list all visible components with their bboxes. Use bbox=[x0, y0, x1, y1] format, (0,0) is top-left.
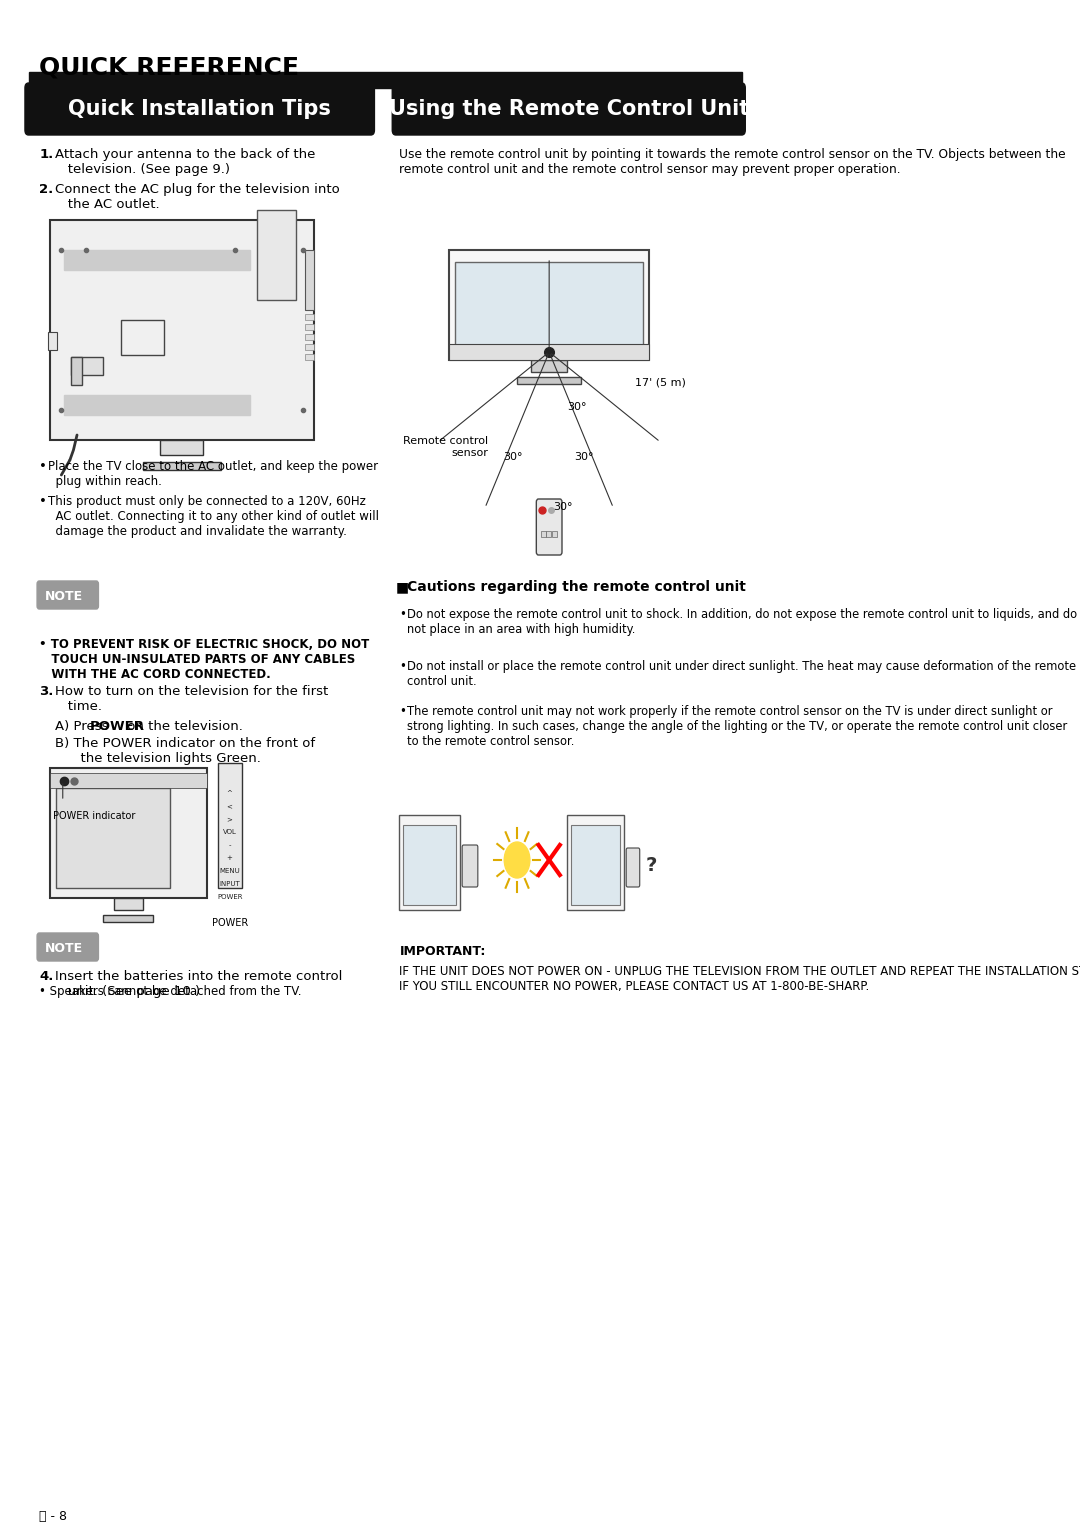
Bar bbox=[50, 221, 314, 440]
Text: >: > bbox=[227, 817, 232, 823]
Text: This product must only be connected to a 120V, 60Hz
  AC outlet. Connecting it t: This product must only be connected to a… bbox=[48, 495, 379, 538]
Text: +: + bbox=[227, 855, 232, 861]
FancyBboxPatch shape bbox=[626, 849, 639, 887]
Text: IMPORTANT:: IMPORTANT: bbox=[400, 945, 486, 958]
Bar bbox=[50, 774, 207, 787]
Text: Remote control
sensor: Remote control sensor bbox=[403, 437, 488, 458]
Text: 30°: 30° bbox=[503, 452, 523, 463]
Text: • Speakers cannot be detached from the TV.: • Speakers cannot be detached from the T… bbox=[39, 985, 301, 997]
Bar bbox=[56, 787, 170, 889]
Text: POWER: POWER bbox=[212, 918, 247, 928]
Text: QUICK REFERENCE: QUICK REFERENCE bbox=[39, 55, 299, 80]
Bar bbox=[546, 532, 551, 538]
Bar bbox=[306, 250, 314, 309]
FancyBboxPatch shape bbox=[37, 581, 98, 610]
Bar bbox=[517, 377, 581, 385]
Bar bbox=[306, 345, 314, 349]
Text: 3.: 3. bbox=[39, 685, 54, 699]
FancyBboxPatch shape bbox=[37, 933, 98, 961]
Bar bbox=[570, 826, 621, 905]
Bar bbox=[403, 826, 457, 905]
Circle shape bbox=[504, 843, 530, 878]
Text: NOTE: NOTE bbox=[45, 942, 83, 954]
Text: POWER: POWER bbox=[90, 720, 145, 732]
Text: Attach your antenna to the back of the
   television. (See page 9.): Attach your antenna to the back of the t… bbox=[55, 149, 315, 176]
FancyBboxPatch shape bbox=[537, 499, 562, 555]
Text: Use the remote control unit by pointing it towards the remote control sensor on : Use the remote control unit by pointing … bbox=[400, 149, 1066, 176]
Bar bbox=[121, 320, 164, 355]
Text: on the television.: on the television. bbox=[123, 720, 243, 732]
Text: •: • bbox=[400, 608, 406, 620]
Bar bbox=[143, 463, 221, 470]
Text: 17' (5 m): 17' (5 m) bbox=[635, 377, 686, 388]
Text: 30°: 30° bbox=[553, 502, 572, 512]
Text: •: • bbox=[39, 495, 48, 509]
Bar bbox=[64, 395, 249, 415]
Text: VOL: VOL bbox=[222, 829, 237, 835]
Text: Connect the AC plug for the television into
   the AC outlet.: Connect the AC plug for the television i… bbox=[55, 182, 340, 211]
Text: IF THE UNIT DOES NOT POWER ON - UNPLUG THE TELEVISION FROM THE OUTLET AND REPEAT: IF THE UNIT DOES NOT POWER ON - UNPLUG T… bbox=[400, 965, 1080, 993]
Text: Place the TV close to the AC outlet, and keep the power
  plug within reach.: Place the TV close to the AC outlet, and… bbox=[48, 460, 378, 489]
Text: POWER indicator: POWER indicator bbox=[54, 810, 136, 821]
Bar bbox=[257, 210, 296, 300]
Bar bbox=[114, 898, 143, 910]
Text: POWER: POWER bbox=[217, 895, 242, 899]
Bar bbox=[71, 357, 104, 375]
Text: B) The POWER indicator on the front of
      the television lights Green.: B) The POWER indicator on the front of t… bbox=[55, 737, 315, 764]
Text: • TO PREVENT RISK OF ELECTRIC SHOCK, DO NOT
   TOUCH UN-INSULATED PARTS OF ANY C: • TO PREVENT RISK OF ELECTRIC SHOCK, DO … bbox=[39, 637, 369, 682]
FancyBboxPatch shape bbox=[462, 846, 477, 887]
FancyBboxPatch shape bbox=[392, 83, 745, 135]
Bar bbox=[449, 250, 649, 360]
Text: •: • bbox=[39, 460, 48, 473]
Text: Cautions regarding the remote control unit: Cautions regarding the remote control un… bbox=[406, 581, 745, 594]
Bar bbox=[49, 332, 57, 349]
Text: <: < bbox=[227, 803, 232, 809]
Bar bbox=[306, 334, 314, 340]
Bar bbox=[306, 354, 314, 360]
Text: Using the Remote Control Unit: Using the Remote Control Unit bbox=[389, 100, 748, 119]
Text: 4.: 4. bbox=[39, 970, 54, 984]
Bar bbox=[306, 314, 314, 320]
Bar bbox=[161, 440, 203, 455]
Bar bbox=[104, 915, 153, 922]
Bar bbox=[400, 815, 460, 910]
Text: The remote control unit may not work properly if the remote control sensor on th: The remote control unit may not work pro… bbox=[406, 705, 1067, 748]
Text: ⓔ - 8: ⓔ - 8 bbox=[39, 1511, 67, 1523]
Text: ^: ^ bbox=[227, 791, 232, 797]
Text: 30°: 30° bbox=[567, 401, 586, 412]
Bar bbox=[50, 768, 207, 898]
Bar bbox=[217, 763, 243, 889]
Bar bbox=[64, 250, 249, 270]
Text: 1.: 1. bbox=[39, 149, 54, 161]
Text: MENU: MENU bbox=[219, 869, 240, 873]
Text: How to turn on the television for the first
   time.: How to turn on the television for the fi… bbox=[55, 685, 328, 712]
Bar bbox=[541, 532, 545, 538]
Bar bbox=[455, 262, 644, 352]
Text: •: • bbox=[400, 705, 406, 719]
Text: Do not expose the remote control unit to shock. In addition, do not expose the r: Do not expose the remote control unit to… bbox=[406, 608, 1077, 636]
Text: A) Press: A) Press bbox=[55, 720, 112, 732]
Text: Do not install or place the remote control unit under direct sunlight. The heat : Do not install or place the remote contr… bbox=[406, 660, 1076, 688]
Text: NOTE: NOTE bbox=[45, 590, 83, 602]
Bar bbox=[449, 345, 649, 360]
Text: •: • bbox=[400, 660, 406, 673]
Text: Insert the batteries into the remote control
   unit. (See page 10.): Insert the batteries into the remote con… bbox=[55, 970, 342, 997]
Bar bbox=[71, 357, 82, 385]
Text: 2.: 2. bbox=[39, 182, 54, 196]
Text: ?: ? bbox=[646, 855, 657, 875]
Text: 30°: 30° bbox=[575, 452, 594, 463]
Bar bbox=[531, 360, 567, 372]
Bar bbox=[552, 532, 557, 538]
FancyBboxPatch shape bbox=[25, 83, 375, 135]
Text: -: - bbox=[228, 843, 231, 849]
Text: Quick Installation Tips: Quick Installation Tips bbox=[68, 100, 332, 119]
Bar bbox=[567, 815, 624, 910]
Bar bbox=[306, 323, 314, 329]
Text: INPUT: INPUT bbox=[219, 881, 240, 887]
Bar bbox=[28, 72, 742, 87]
Text: ■: ■ bbox=[396, 581, 409, 594]
